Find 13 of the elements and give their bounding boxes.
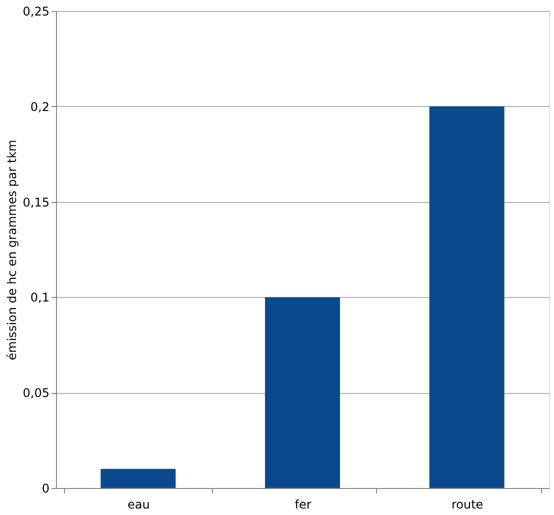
y-axis-title: émission de hc en grammes par tkm: [4, 140, 19, 360]
y-tick-label: 0,05: [22, 386, 50, 400]
x-tick-label: fer: [294, 498, 312, 512]
bar: [265, 297, 340, 488]
y-tick-label: 0,1: [30, 290, 50, 305]
bar: [429, 106, 504, 488]
bar: [100, 468, 176, 488]
x-tick-label: eau: [127, 498, 150, 512]
x-tick-label: route: [451, 498, 484, 512]
y-tick-label: 0,25: [22, 4, 50, 18]
y-tick-label: 0,2: [30, 100, 50, 114]
y-tick-label: 0: [42, 482, 50, 496]
y-tick-label: 0,15: [22, 195, 50, 210]
